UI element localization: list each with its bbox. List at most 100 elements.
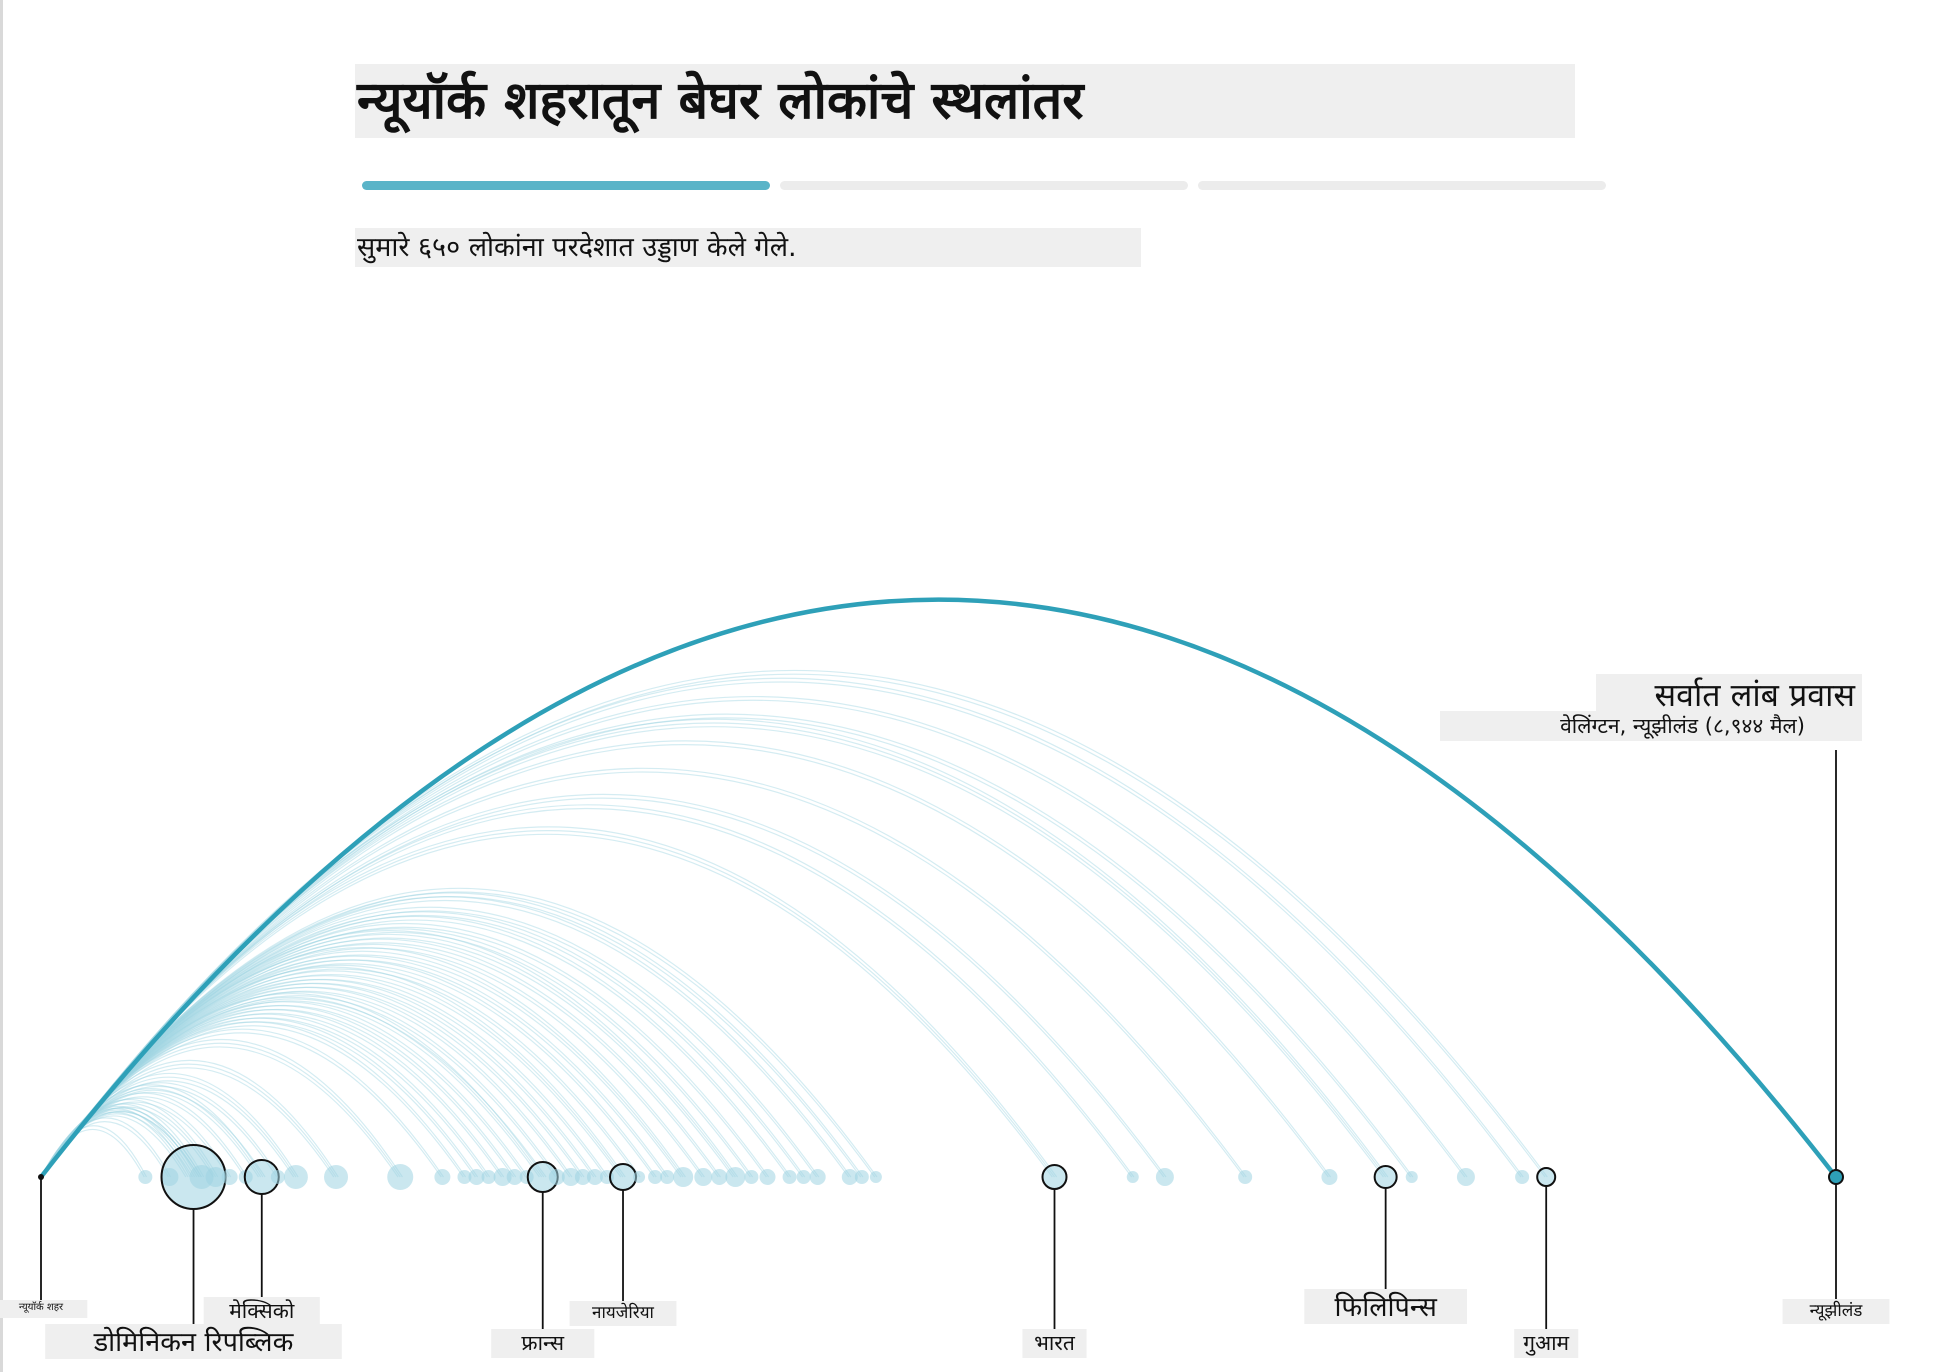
migration-arc [40, 1128, 145, 1178]
label-background [203, 1297, 320, 1326]
longest-detail-background [1440, 711, 1862, 741]
label-background [491, 1329, 595, 1358]
destination-dot [744, 1170, 759, 1184]
destination-dot [457, 1170, 472, 1184]
destination-dot [548, 1169, 565, 1185]
migration-arc [40, 1059, 339, 1178]
migration-arc [40, 1115, 187, 1178]
destination-dot [138, 1170, 153, 1184]
migration-arc [40, 1125, 147, 1178]
destination-label: न्यूझीलंड [1810, 1300, 1864, 1321]
destination-layer [38, 1144, 1844, 1210]
destination-dot [648, 1170, 663, 1184]
destination-dot [324, 1165, 349, 1189]
destination-dot [1238, 1170, 1253, 1184]
migration-arc [40, 947, 703, 1178]
migration-arc [40, 677, 1524, 1178]
destination-dot [574, 1169, 591, 1185]
destination-dot [673, 1167, 694, 1187]
destination-label: फ्रान्स [521, 1331, 564, 1355]
migration-arc [40, 1105, 198, 1178]
migration-arc [40, 1107, 202, 1178]
migration-arc [40, 926, 767, 1178]
longest-heading: सर्वात लांब प्रवास [1655, 676, 1857, 714]
label-background [1782, 1299, 1890, 1324]
destination-dot [782, 1170, 797, 1184]
destination-dot [493, 1168, 512, 1186]
destination-label: गुआम [1523, 1331, 1569, 1356]
destination-dot [809, 1169, 826, 1185]
longest-heading-background [1596, 674, 1862, 714]
destination-dot [1126, 1171, 1139, 1183]
destination-dot [283, 1165, 308, 1189]
destination-label: भारत [1034, 1331, 1076, 1355]
migration-arc [40, 919, 789, 1178]
destination-dot [725, 1167, 746, 1187]
destination-dot [1456, 1168, 1475, 1186]
destination-label: न्यूयॉर्क शहर [19, 1301, 64, 1313]
migration-arc [40, 797, 1165, 1178]
label-background [569, 1301, 677, 1326]
migration-arc [40, 1117, 172, 1178]
migration-arc [40, 1103, 205, 1178]
destination-dot [1155, 1168, 1174, 1186]
migration-arc [40, 891, 876, 1178]
migration-arc [40, 1073, 299, 1178]
migration-arc [40, 670, 1548, 1178]
migration-arc [40, 807, 1133, 1178]
migration-arc [40, 1097, 232, 1178]
destination-label: फिलिपिन्स [1334, 1291, 1437, 1323]
progress-step-1[interactable] [362, 181, 770, 190]
destination-dot [1373, 1165, 1398, 1189]
migration-arc [40, 914, 804, 1178]
longest-journey-arc [39, 597, 1838, 1179]
destination-dot [660, 1170, 675, 1184]
destination-dot [481, 1170, 496, 1184]
progress-step-3[interactable] [1198, 181, 1606, 190]
destination-dot [586, 1169, 603, 1185]
longest-detail: वेलिंग्टन, न्यूझीलंड (८,९४४ मैल) [1560, 714, 1805, 739]
destination-dot [1405, 1171, 1418, 1183]
label-background [1022, 1329, 1087, 1358]
page-subtitle: सुमारे ६५० लोकांना परदेशात उड्डाण केले ग… [357, 232, 797, 263]
destination-dot [1536, 1167, 1557, 1187]
migration-arc [40, 937, 734, 1178]
page-title: न्यूयॉर्क शहरातून बेघर लोकांचे स्थलांतर [357, 71, 1084, 131]
destination-dot [189, 1165, 214, 1189]
destination-dot [434, 1169, 451, 1185]
destination-dot [506, 1169, 523, 1185]
destination-dot [270, 1170, 285, 1184]
destination-dot [1515, 1170, 1530, 1184]
progress-step-2[interactable] [780, 181, 1188, 190]
destination-dot [711, 1169, 728, 1185]
migration-arc [40, 1109, 196, 1178]
destination-dot [205, 1167, 226, 1187]
migration-arc [40, 1111, 189, 1178]
destination-dot [841, 1169, 858, 1185]
destination-dot [633, 1171, 646, 1183]
destination-dot [221, 1169, 238, 1185]
migration-arc [40, 942, 719, 1178]
destination-dot [854, 1170, 869, 1184]
label-background [0, 1300, 88, 1318]
destination-dot [1041, 1164, 1068, 1190]
destination-dot [694, 1168, 713, 1186]
annotation-layer: न्यूयॉर्क शहर डोमिनिकन रिपब्लिक मेक्सिको फ्… [0, 674, 1890, 1359]
label-background [45, 1324, 342, 1359]
destination-dot [796, 1170, 811, 1184]
migration-arc [40, 1084, 264, 1178]
migration-arc [40, 900, 850, 1178]
destination-dot [561, 1168, 580, 1186]
page-left-border [0, 0, 3, 1372]
destination-label: मेक्सिको [229, 1299, 295, 1323]
destination-label: नायजेरिया [592, 1302, 655, 1323]
label-background [1304, 1289, 1467, 1324]
subtitle-background [355, 228, 1141, 267]
destination-dot [869, 1171, 882, 1183]
destination-dot [1828, 1169, 1844, 1185]
destination-dot [609, 1163, 638, 1191]
title-background [355, 64, 1575, 138]
destination-dot [1321, 1169, 1338, 1185]
migration-arc [40, 1107, 203, 1178]
destination-label: डोमिनिकन रिपब्लिक [93, 1326, 295, 1358]
